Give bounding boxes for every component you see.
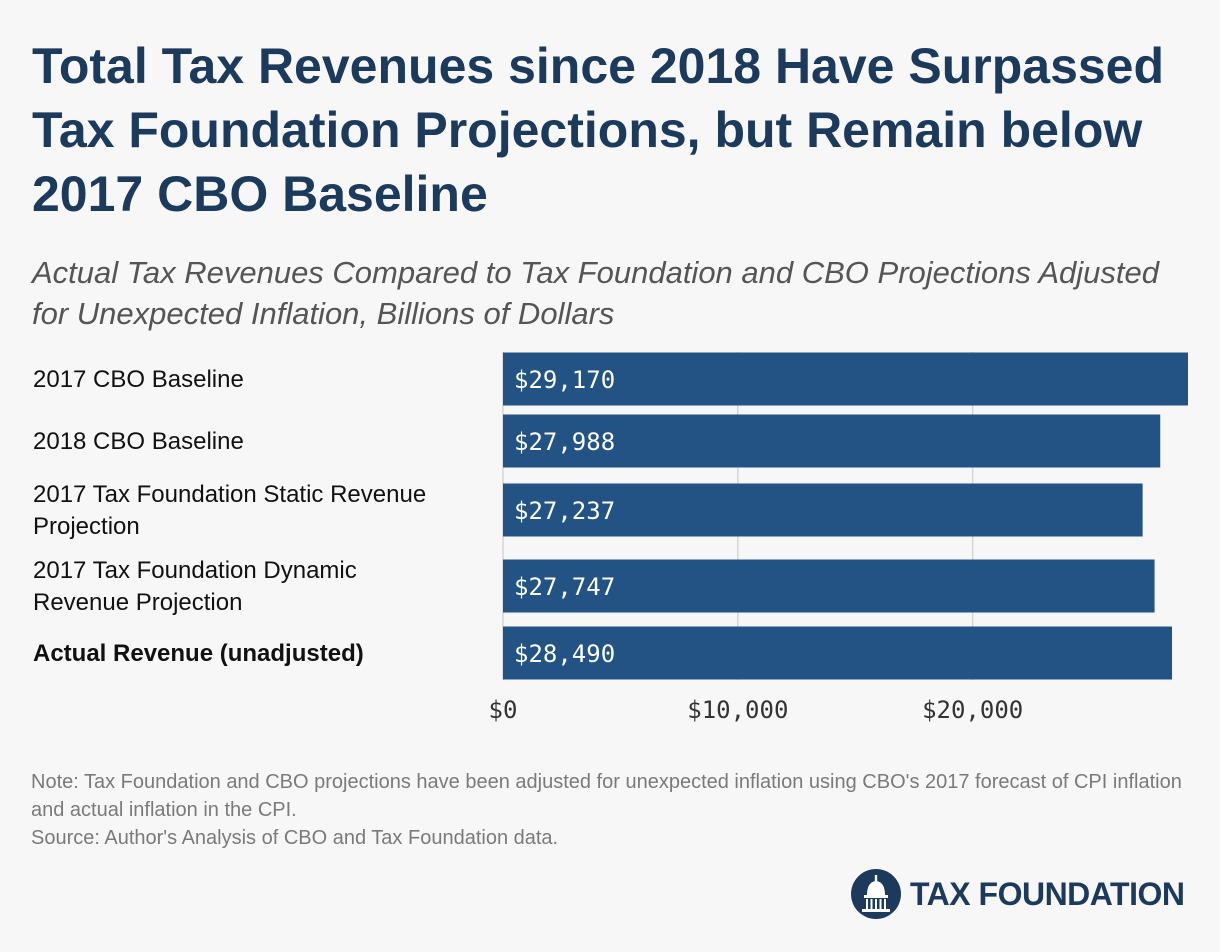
category-label: 2017 Tax Foundation Dynamic Revenue Proje… [33,557,357,616]
bar-value-label: $27,988 [514,428,615,456]
x-tick-label: $10,000 [687,696,788,724]
bar [503,483,1143,537]
chart-notes: Note: Tax Foundation and CBO projections… [31,768,1191,852]
bar [503,414,1161,468]
category-labels: 2017 CBO Baseline 2018 CBO Baseline 2017 T… [33,366,426,667]
bar-value-label: $28,490 [514,640,615,668]
chart-subtitle: Actual Tax Revenues Compared to Tax Foun… [32,255,1159,331]
source-text: Source: Author's Analysis of CBO and Tax… [31,827,559,849]
x-tick-label: $0 [489,696,518,724]
tax-foundation-logo: TAX FOUNDATION [850,868,1185,920]
category-label: 2017 CBO Baseline [33,366,244,393]
category-label: 2017 Tax Foundation Static Revenue Projec… [33,481,426,540]
bar-chart: $29,170 $27,988 $27,237 $27,747 $28,490 2017… [33,352,1188,724]
bar [503,559,1155,613]
category-label: 2018 CBO Baseline [33,428,244,455]
chart-title: Total Tax Revenues since 2018 Have Surpa… [32,38,1165,222]
capitol-dome-icon [851,869,901,919]
bar [503,626,1173,680]
x-tick-label: $20,000 [922,696,1023,724]
bar [503,352,1188,406]
category-label: Actual Revenue (unadjusted) [33,640,364,667]
bars: $29,170 $27,988 $27,237 $27,747 $28,490 [503,352,1188,680]
bar-value-label: $29,170 [514,366,615,394]
x-axis-ticks: $0 $10,000 $20,000 [489,696,1024,724]
bar-value-label: $27,747 [514,573,615,601]
bar-value-label: $27,237 [514,497,615,525]
logo-text: TAX FOUNDATION [910,875,1185,912]
note-text: Note: Tax Foundation and CBO projections… [31,771,1182,821]
